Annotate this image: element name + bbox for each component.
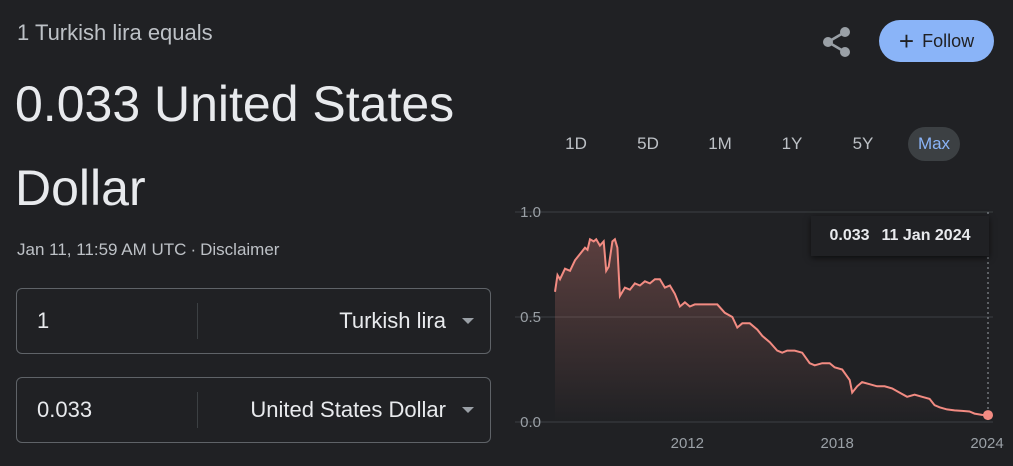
disclaimer-link[interactable]: Disclaimer [200, 240, 280, 259]
x-tick-label: 2012 [671, 435, 704, 452]
converted-value-headline: 0.033 United States Dollar [15, 62, 505, 230]
divider [197, 303, 198, 339]
tooltip-date: 11 Jan 2024 [881, 227, 971, 244]
dropdown-caret-icon [462, 407, 474, 413]
to-currency-row: United States Dollar [16, 377, 491, 443]
range-tab-5d[interactable]: 5D [637, 134, 659, 153]
y-tick-label: 1.0 [520, 204, 541, 221]
chart-tooltip: 0.033 11 Jan 2024 [811, 216, 989, 256]
timestamp: Jan 11, 11:59 AM UTC [17, 240, 187, 259]
range-tab-5y[interactable]: 5Y [852, 134, 874, 153]
from-currency-select[interactable]: Turkish lira [339, 289, 474, 353]
range-tab-max[interactable]: Max [908, 127, 960, 161]
to-amount-input[interactable] [37, 378, 187, 442]
to-currency-label: United States Dollar [250, 397, 446, 422]
from-currency-row: Turkish lira [16, 288, 491, 354]
headline-line-2: Dollar [15, 160, 146, 216]
range-tab-1m[interactable]: 1M [708, 134, 732, 153]
divider [197, 392, 198, 428]
chart-series-line [554, 237, 989, 417]
range-tab-1d[interactable]: 1D [565, 134, 587, 153]
separator: · [190, 240, 197, 259]
plus-icon: + [898, 26, 915, 56]
conversion-subtitle: 1 Turkish lira equals [17, 20, 213, 45]
chart-current-point [983, 410, 993, 421]
x-tick-label: 2018 [820, 435, 853, 452]
from-currency-label: Turkish lira [339, 308, 446, 333]
x-tick-label: 2024 [970, 435, 1003, 452]
follow-button[interactable]: + Follow [879, 20, 994, 62]
to-currency-select[interactable]: United States Dollar [250, 378, 474, 442]
timestamp-row: Jan 11, 11:59 AM UTC · Disclaimer [17, 240, 279, 260]
tooltip-value: 0.033 [829, 227, 870, 244]
y-tick-label: 0.0 [520, 414, 541, 431]
headline-line-1: 0.033 United States [15, 76, 455, 132]
share-icon[interactable] [819, 24, 855, 60]
time-range-selector: 1D 5D 1M 1Y 5Y Max [540, 127, 1013, 161]
y-tick-label: 0.5 [520, 309, 541, 326]
range-tab-1y[interactable]: 1Y [781, 134, 803, 153]
follow-label: Follow [922, 30, 975, 51]
dropdown-caret-icon [462, 318, 474, 324]
chart-area-fill [555, 239, 988, 422]
from-amount-input[interactable] [37, 289, 187, 353]
